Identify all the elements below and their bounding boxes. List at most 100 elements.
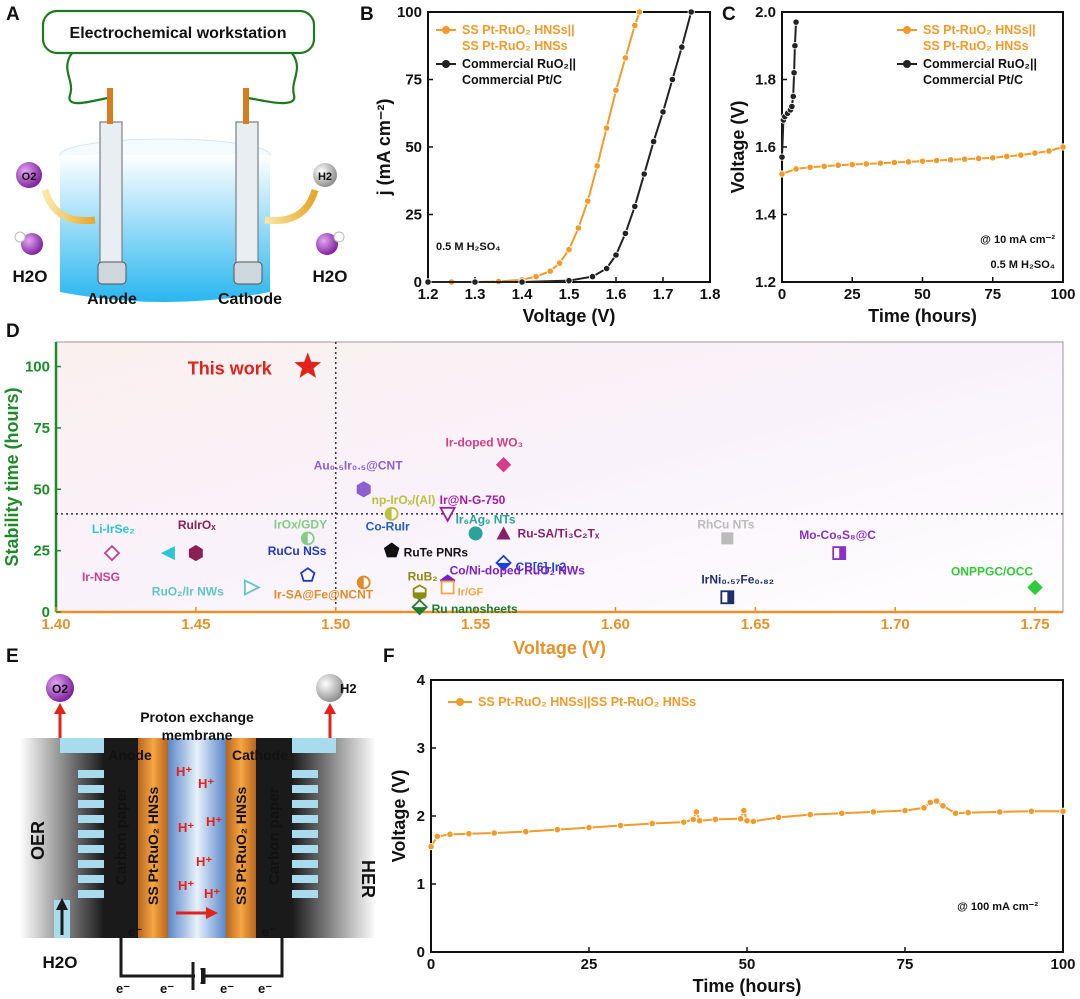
C-xtick-label: 75	[984, 286, 1001, 303]
panel-a-label: A	[6, 4, 20, 25]
D-point-label: Li-IrSe₂	[92, 522, 135, 536]
o2-bubble	[16, 162, 42, 188]
panel-f-chart: F 0 25 50 75 100 0 1 2 3 4 Time (hours) Voltage (V)…	[383, 646, 1076, 996]
proton-label: H⁺	[198, 776, 214, 791]
B-series-1-point	[612, 251, 620, 259]
F-series-0-point	[939, 802, 947, 810]
panel-d-label: D	[6, 321, 20, 342]
F-xtick-label: 50	[739, 956, 756, 973]
D-point-marker-fill	[357, 576, 364, 589]
D-point-marker-fill	[412, 607, 427, 615]
C-legend-swatch-dot	[903, 26, 911, 34]
proton-label: H⁺	[176, 764, 192, 779]
right-channel-top	[292, 738, 336, 753]
D-point-marker	[356, 481, 371, 498]
F-annotation: @ 100 mA cm⁻²	[957, 901, 1038, 913]
B-series-0-point	[546, 267, 554, 275]
C-series-1-point	[791, 42, 799, 50]
anode-label: Anode	[87, 291, 137, 308]
D-xtick-label: 1.45	[181, 616, 210, 633]
proton-label: H⁺	[178, 878, 194, 893]
D-point-marker	[188, 545, 203, 562]
C-legend-swatch-dot	[903, 60, 911, 68]
F-ytick-label: 0	[417, 944, 425, 961]
anode-carbon-paper	[104, 738, 138, 938]
F-series-0-point	[920, 804, 928, 812]
C-series-0-point	[778, 170, 786, 178]
C-legend-label-1: Commercial RuO₂||	[923, 57, 1037, 71]
B-xtick-label: 1.4	[512, 286, 534, 303]
C-series-0-point	[848, 160, 856, 169]
D-point-marker	[300, 567, 316, 582]
C-series-0-point	[806, 163, 814, 171]
cathode-catalyst-label: SS Pt-RuO₂ HNSs	[233, 787, 249, 905]
left-h2o: H2O	[13, 267, 48, 286]
D-point-label: Co-RuIr	[366, 520, 410, 534]
F-series-0-point	[926, 798, 934, 807]
C-xtick-label: 100	[1050, 286, 1075, 303]
D-point-label: Ru-SA/Ti₃C₂Tₓ	[518, 526, 600, 540]
B-annotation: 0.5 M H₂SO₄	[436, 241, 501, 253]
proton-label: H⁺	[196, 854, 212, 869]
F-series-0-point	[996, 808, 1004, 816]
cathode-label: Cathode	[218, 291, 282, 308]
F-series-0-point	[585, 823, 593, 832]
oer-label: OER	[28, 821, 48, 860]
D-point-marker	[243, 578, 261, 596]
left-fin	[78, 785, 104, 793]
C-series-1-point	[778, 153, 786, 161]
left-flow-fins	[78, 770, 104, 898]
F-ytick-label: 3	[417, 740, 425, 757]
D-point-label: Mo-Co₉S₈@C	[799, 528, 876, 542]
F-series-0-point	[648, 819, 656, 828]
panel-e: E Proton exchange membrane Anode Cathode…	[6, 646, 378, 996]
cathode-rod	[243, 88, 249, 124]
D-plot-area	[55, 341, 1064, 613]
C-annotation-2: 0.5 M H₂SO₄	[990, 259, 1055, 271]
B-series-1-point	[471, 278, 479, 286]
right-water-molecule	[316, 233, 338, 255]
D-ytick-label: 100	[25, 359, 50, 376]
F-series-0-point	[522, 828, 530, 836]
D-ytick-label: 0	[42, 604, 50, 621]
anode-tube	[99, 121, 123, 273]
cathode-tube	[235, 121, 259, 273]
anode-rod	[107, 88, 113, 124]
F-series-0-point	[901, 806, 909, 815]
electron-1: e⁻	[128, 924, 142, 939]
o2-out-arrowhead	[54, 703, 66, 714]
membrane-label-2: membrane	[162, 727, 233, 743]
F-series-0-point	[806, 811, 814, 819]
D-point-marker-fill	[496, 562, 511, 570]
B-series-1-point	[565, 277, 573, 285]
B-xtick-label: 1.7	[653, 286, 674, 303]
F-ytick-label: 2	[417, 808, 425, 825]
D-point-label: Ir-SA@Fe@NCNT	[274, 588, 374, 602]
F-series-0-point	[553, 825, 562, 834]
D-point-label: Au₀.₅Ir₀.₅@CNT	[314, 458, 404, 472]
C-series-0-point	[820, 162, 828, 170]
F-xtick-label: 75	[897, 956, 914, 973]
F-series-0-point	[774, 813, 783, 821]
o2-text: O2	[22, 171, 37, 183]
e-h2-text: H2	[340, 681, 357, 696]
C-ytick-label: 1.2	[755, 274, 776, 291]
F-xtick-label: 25	[581, 956, 598, 973]
B-ytick-label: 25	[405, 207, 422, 224]
F-xtick-label: 0	[427, 956, 435, 973]
e-anode-label: Anode	[108, 747, 152, 763]
panel-a: A Electrochemical workstation Anode Cath…	[6, 4, 347, 308]
B-series-1-point	[659, 108, 667, 116]
B-ytick-label: 75	[405, 72, 422, 89]
anode-carbon-paper-label: Carbon paper	[113, 787, 130, 885]
F-series-0-point	[446, 830, 454, 838]
panel-f-label: F	[383, 646, 395, 667]
e-h2o-label: H2O	[43, 953, 78, 972]
C-series-0-point	[932, 156, 941, 165]
C-series-0-point	[792, 165, 800, 173]
D-xtick-label: 1.50	[321, 616, 350, 633]
D-point-marker	[468, 526, 483, 541]
B-series-0-point	[593, 162, 601, 170]
F-legend-swatch-dot	[456, 698, 464, 706]
C-series-0-point	[989, 154, 997, 162]
